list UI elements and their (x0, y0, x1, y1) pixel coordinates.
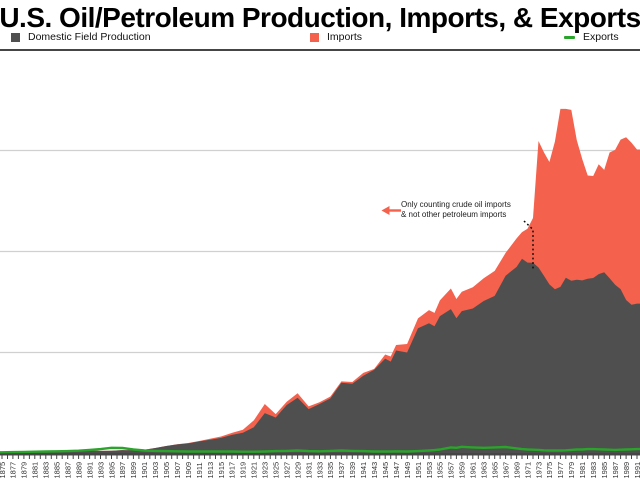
x-axis-label: 1953 (425, 462, 434, 479)
x-axis-label: 1951 (414, 462, 423, 479)
legend-item-imports[interactable]: Imports (310, 31, 362, 43)
x-axis-label: 1915 (217, 462, 226, 479)
x-axis-label: 1971 (523, 462, 532, 479)
x-axis-label: 1879 (20, 462, 29, 479)
x-axis-label: 1955 (436, 462, 445, 479)
x-axis-label: 1973 (534, 462, 543, 479)
x-axis-label: 1933 (315, 462, 324, 479)
legend-item-production[interactable]: Domestic Field Production (11, 31, 151, 43)
x-axis-label: 1987 (611, 462, 620, 479)
x-axis-label: 1959 (458, 462, 467, 479)
legend-label-imports: Imports (327, 31, 363, 43)
exports-swatch-icon (564, 35, 575, 39)
annotation-arrow-icon (381, 206, 390, 215)
x-axis-label: 1977 (556, 462, 565, 479)
x-axis-label: 1893 (96, 462, 105, 479)
x-axis-label: 1963 (480, 462, 489, 479)
x-axis-label: 1883 (42, 462, 51, 479)
imports-swatch-icon (310, 32, 319, 42)
x-axis-label: 1889 (74, 462, 83, 479)
x-axis-label: 1983 (589, 462, 598, 479)
legend-item-exports[interactable]: Exports (564, 31, 619, 43)
x-axis-label: 1921 (250, 462, 259, 479)
x-axis-label: 1881 (31, 462, 40, 479)
x-axis-label: 1985 (600, 462, 609, 479)
x-axis-label: 1929 (293, 462, 302, 479)
x-axis-label: 1905 (162, 462, 171, 479)
x-axis-label: 1947 (392, 462, 401, 479)
chart-title: U.S. Oil/Petroleum Production, Imports, … (0, 2, 640, 33)
x-axis-label: 1937 (337, 462, 346, 479)
legend-label-exports: Exports (583, 31, 619, 43)
x-axis-label: 1901 (140, 462, 149, 479)
x-axis-label: 1967 (501, 462, 510, 479)
x-axis-label: 1981 (578, 462, 587, 479)
x-axis-label: 1903 (151, 462, 160, 479)
x-axis-label: 1965 (491, 462, 500, 479)
x-axis-label: 1875 (0, 462, 7, 479)
x-axis-label: 1957 (447, 462, 456, 479)
exports-line (0, 445, 640, 454)
x-axis-label: 1897 (118, 462, 127, 479)
x-axis-label: 1991 (633, 462, 640, 479)
plot-top-border (0, 49, 640, 51)
x-axis-label: 1941 (359, 462, 368, 479)
x-axis-label: 1887 (64, 462, 73, 479)
x-axis-label: 1969 (512, 462, 521, 479)
x-axis-label: 1917 (228, 462, 237, 479)
x-axis-label: 1899 (129, 462, 138, 479)
production-swatch-icon (11, 32, 20, 42)
x-axis-label: 1927 (283, 462, 292, 479)
x-axis-label: 1961 (469, 462, 478, 479)
x-axis-label: 1885 (53, 462, 62, 479)
x-axis-label: 1913 (206, 462, 215, 479)
x-axis-label: 1877 (9, 462, 18, 479)
x-axis-label: 1939 (348, 462, 357, 479)
x-axis-label: 1891 (85, 462, 94, 479)
x-axis-label: 1923 (261, 462, 270, 479)
x-axis-label: 1919 (239, 462, 248, 479)
x-axis-label: 1975 (545, 462, 554, 479)
x-axis-label: 1979 (567, 462, 576, 479)
annotation-line-2: & not other petroleum imports (401, 209, 507, 219)
x-axis-label: 1925 (272, 462, 281, 479)
x-axis-label: 1935 (326, 462, 335, 479)
x-axis-label: 1909 (184, 462, 193, 479)
annotation: Only counting crude oil imports & not ot… (401, 200, 511, 219)
x-axis-label: 1989 (622, 462, 631, 479)
x-axis-label: 1931 (304, 462, 313, 479)
x-axis-label: 1945 (381, 462, 390, 479)
annotation-line-1: Only counting crude oil imports (401, 200, 511, 209)
production-area (0, 258, 640, 456)
x-axis-label: 1895 (107, 462, 116, 479)
x-axis-label: 1949 (403, 462, 412, 479)
x-axis-label: 1943 (370, 462, 379, 479)
x-axis-label: 1907 (173, 462, 182, 479)
legend-label-production: Domestic Field Production (28, 31, 151, 43)
x-axis-label: 1911 (195, 462, 204, 478)
